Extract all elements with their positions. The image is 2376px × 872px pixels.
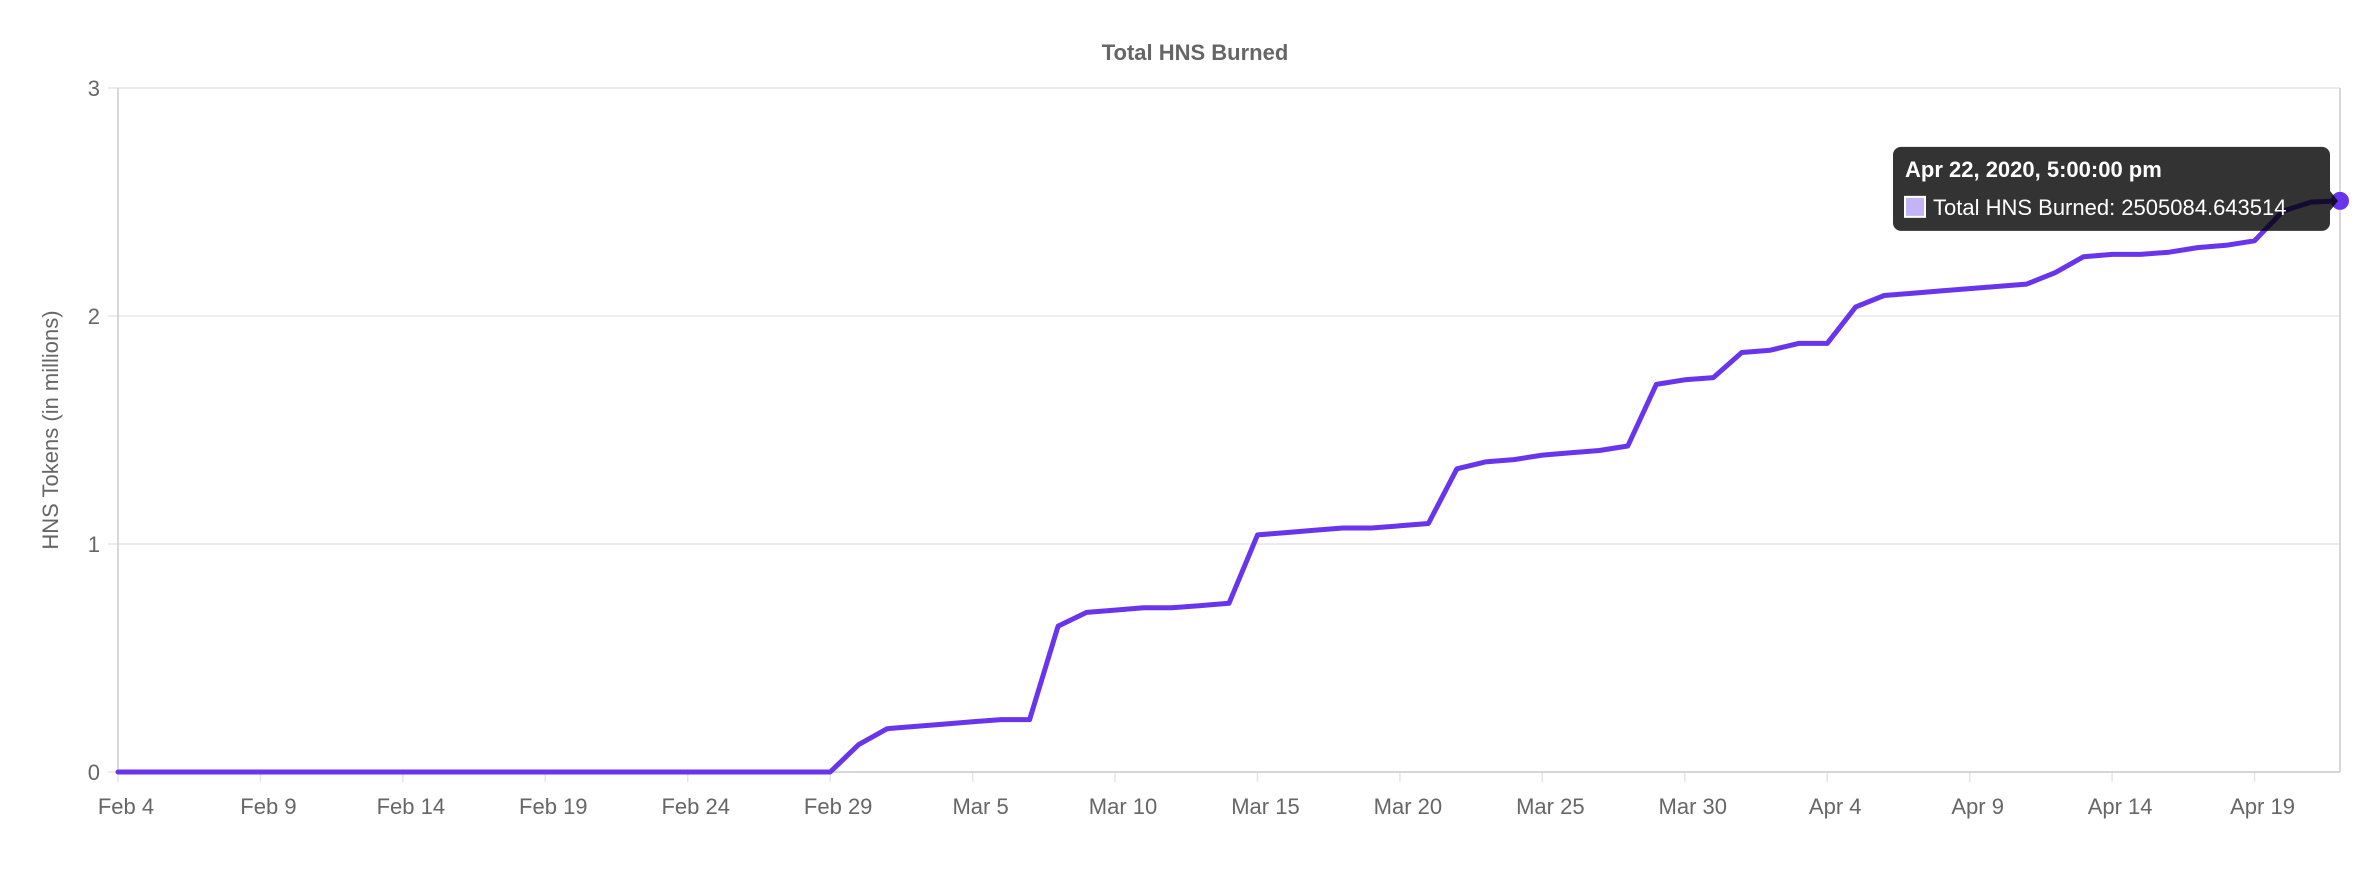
- y-tick-label: 0: [88, 760, 100, 785]
- series-line-total-hns-burned: [115, 198, 2343, 775]
- x-tick-label: Feb 9: [240, 794, 296, 819]
- y-axis-title: HNS Tokens (in millions): [38, 310, 63, 549]
- tooltip-box: [1893, 146, 2330, 231]
- x-tick-label: Feb 24: [661, 794, 730, 819]
- chart-title: Total HNS Burned: [1102, 40, 1289, 65]
- x-tick-label: Feb 29: [804, 794, 873, 819]
- y-tick-label: 2: [88, 304, 100, 329]
- y-tick-label: 3: [88, 76, 100, 101]
- x-tick-label: Apr 9: [1951, 794, 2004, 819]
- tooltip-caret: [2330, 190, 2338, 211]
- x-tick-label: Feb 4: [98, 794, 154, 819]
- tooltip: Apr 22, 2020, 5:00:00 pm Total HNS Burne…: [1893, 146, 2338, 231]
- series-group: [115, 191, 2349, 775]
- x-tick-label: Mar 5: [952, 794, 1008, 819]
- tooltip-label: Total HNS Burned: 2505084.643514: [1933, 195, 2286, 220]
- x-tick-label: Feb 14: [377, 794, 446, 819]
- x-tick-label: Mar 15: [1231, 794, 1299, 819]
- x-tick-label: Feb 19: [519, 794, 588, 819]
- x-tick-label: Mar 30: [1659, 794, 1727, 819]
- x-tick-label: Mar 10: [1089, 794, 1157, 819]
- x-tick-label: Mar 20: [1374, 794, 1442, 819]
- tooltip-title: Apr 22, 2020, 5:00:00 pm: [1905, 157, 2162, 182]
- x-tick-label: Apr 14: [2088, 794, 2153, 819]
- tick-labels: 0 1 2 3 Feb 4 Feb 9 Feb 14 Feb 19 Feb 24 Feb 29 Ma…: [88, 76, 2295, 819]
- x-tick-label: Mar 25: [1516, 794, 1584, 819]
- x-tick-label: Apr 19: [2230, 794, 2295, 819]
- y-tick-label: 1: [88, 532, 100, 557]
- x-tick-label: Apr 4: [1809, 794, 1862, 819]
- tooltip-color-swatch: [1904, 195, 1926, 218]
